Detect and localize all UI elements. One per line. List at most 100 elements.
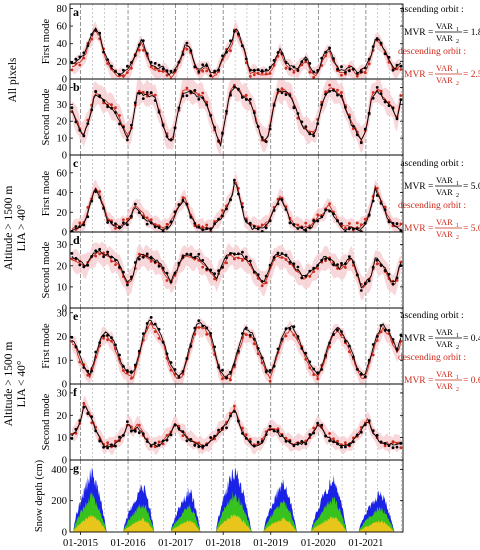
ascending-point (173, 368, 177, 371)
ascending-point (280, 252, 284, 255)
ascending-point (169, 220, 173, 224)
ascending-point (355, 273, 359, 277)
ascending-point (292, 325, 296, 329)
ascending-point (399, 441, 403, 445)
ascending-point (371, 45, 375, 48)
ascending-point (399, 333, 403, 337)
ascending-point (276, 51, 280, 54)
asc-denominator: VAR (436, 33, 453, 43)
ascending-point (130, 429, 133, 433)
ascending-point (352, 440, 355, 444)
ascending-point (320, 103, 324, 107)
descending-point (304, 221, 308, 225)
panel-b-label: b (73, 80, 80, 94)
ascending-point (292, 262, 296, 266)
ascending-point (359, 70, 363, 74)
panel-c-label: c (73, 156, 79, 170)
ascending-point (336, 67, 339, 71)
ascending-point (256, 346, 260, 350)
descending-point (355, 74, 359, 78)
ascending-point (375, 194, 379, 197)
ascending-point (94, 90, 98, 94)
ascending-point (264, 140, 268, 143)
ascending-point (387, 444, 391, 447)
y-tick-label: 30 (57, 388, 68, 399)
panel-g-plot-area (73, 460, 402, 532)
ascending-point (304, 351, 308, 355)
descending-point (86, 373, 90, 377)
descending-point (149, 65, 153, 69)
mvr-annotation-lia-gt40: ascending orbit : MVR = VAR 1 VAR 2 = 5.… (398, 159, 480, 241)
ascending-point (141, 332, 145, 335)
ascending-point (189, 49, 193, 53)
ascending-point (169, 361, 173, 364)
y-tick-label: 40 (57, 83, 68, 94)
ascending-point (272, 256, 276, 259)
desc-value: = 0.6 (463, 376, 480, 386)
y-tick-label: 60 (57, 168, 68, 179)
desc-denominator-sub: 2 (456, 387, 459, 393)
ascending-point (137, 43, 141, 47)
ascending-point (94, 350, 98, 354)
descending-point (82, 56, 86, 60)
ascending-point (256, 125, 260, 129)
ascending-point (296, 112, 300, 115)
ascending-point (348, 255, 351, 259)
asc-denominator-sub: 2 (456, 193, 459, 199)
ascending-point (233, 178, 236, 182)
ascending-point (173, 210, 177, 214)
ascending-point (205, 103, 209, 107)
descending-point (308, 275, 312, 278)
ascending-point (161, 124, 165, 127)
ascending-point (114, 222, 117, 226)
ascending-point (126, 64, 129, 68)
ascending-point (355, 133, 359, 137)
y-tick-label: 10 (57, 433, 68, 444)
asc-formula: MVR = VAR 1 VAR 2 = 1.8 (404, 21, 480, 45)
ascending-point (312, 431, 316, 435)
descending-point (122, 369, 125, 372)
ascending-point (320, 56, 324, 60)
descending-point (114, 263, 117, 266)
ascending-point (375, 37, 379, 40)
descending-point (399, 260, 403, 264)
ascending-point (185, 252, 189, 256)
ascending-point (244, 437, 248, 440)
descending-point (344, 226, 347, 230)
descending-point (94, 254, 98, 258)
ascending-point (197, 319, 201, 322)
desc-denominator-sub: 2 (456, 81, 459, 87)
ascending-point (102, 334, 105, 338)
y-tick-label: 40 (57, 39, 68, 50)
descending-point (292, 71, 296, 74)
descending-point (336, 88, 339, 92)
ascending-point (248, 440, 252, 444)
descending-point (308, 70, 312, 74)
ascending-point (296, 335, 300, 338)
ascending-point (209, 436, 213, 439)
ascending-point (312, 219, 316, 223)
panel-e: 0 10 20 30 e First mode (41, 307, 404, 391)
ascending-point (189, 345, 193, 348)
descending-point (248, 75, 252, 78)
ascending-point (241, 96, 244, 99)
ascending-point (324, 257, 327, 261)
ascending-point (102, 99, 105, 102)
descending-point (221, 377, 224, 381)
descending-point (371, 353, 375, 357)
ascending-point (363, 282, 367, 285)
ascending-point (130, 370, 133, 374)
ascending-point (272, 364, 276, 368)
ascending-point (86, 215, 90, 219)
ascending-point (328, 89, 331, 93)
descending-point (312, 75, 316, 79)
snow-depth-inner-area (311, 516, 347, 532)
desc-denominator: VAR (436, 381, 453, 391)
descending-uncertainty-band (71, 173, 401, 232)
ascending-point (213, 272, 217, 276)
ascending-point (292, 106, 296, 110)
ascending-point (189, 438, 193, 441)
ascending-point (173, 126, 177, 130)
ascending-point (82, 223, 86, 227)
ascending-point (328, 439, 331, 443)
